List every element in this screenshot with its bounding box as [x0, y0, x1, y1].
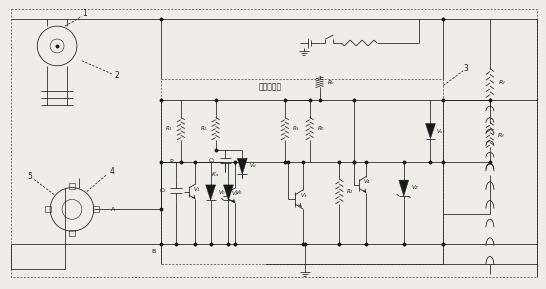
Text: $V_s$: $V_s$	[436, 127, 444, 136]
Polygon shape	[425, 123, 435, 139]
Bar	[45, 206, 51, 212]
Text: 5: 5	[27, 172, 32, 181]
Text: $R_2$: $R_2$	[200, 124, 207, 133]
Text: A: A	[111, 207, 116, 212]
Text: $R_f$: $R_f$	[498, 78, 506, 87]
Text: $R_f$: $R_f$	[497, 131, 505, 140]
Text: $V_d$: $V_d$	[249, 161, 258, 170]
Text: B: B	[151, 249, 155, 254]
Text: $R_k$: $R_k$	[328, 78, 336, 87]
Text: $V_2$: $V_2$	[232, 189, 239, 198]
Text: $V_4$: $V_4$	[363, 177, 371, 186]
Polygon shape	[238, 158, 247, 174]
Text: $V_3$: $V_3$	[300, 191, 307, 200]
Text: $V_0$: $V_0$	[217, 188, 225, 197]
Text: $V_0$: $V_0$	[235, 188, 244, 197]
Text: P: P	[169, 159, 173, 164]
Bar	[69, 183, 75, 188]
Text: $R_3$: $R_3$	[292, 124, 300, 133]
Polygon shape	[399, 180, 409, 196]
Text: $R_1$: $R_1$	[165, 124, 173, 133]
Text: 4: 4	[109, 167, 114, 176]
Text: 1: 1	[82, 9, 87, 18]
Text: $R_0$: $R_0$	[317, 124, 325, 133]
Text: 电子放大器: 电子放大器	[258, 82, 282, 91]
Text: $V_1$: $V_1$	[193, 185, 200, 194]
Text: $R_2$: $R_2$	[346, 187, 354, 196]
Text: $V_Z$: $V_Z$	[411, 183, 419, 192]
Text: $C_2$: $C_2$	[159, 186, 167, 195]
Text: $C_1$: $C_1$	[207, 156, 216, 165]
Bar	[69, 230, 75, 236]
Bar	[93, 206, 99, 212]
Text: $K_s$: $K_s$	[211, 170, 219, 179]
Text: 3: 3	[464, 64, 468, 73]
Polygon shape	[206, 185, 216, 200]
Polygon shape	[223, 185, 233, 200]
Text: 2: 2	[114, 71, 119, 80]
